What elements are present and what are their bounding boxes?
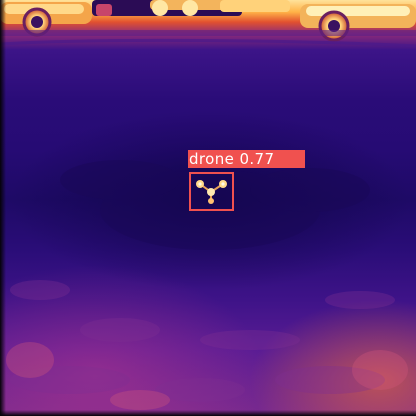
car-middle	[92, 0, 290, 16]
car-right	[300, 4, 416, 42]
frame-edge-bottom	[0, 410, 416, 416]
car-left	[0, 2, 92, 37]
detection-label: drone 0.77	[188, 150, 305, 168]
frame-edge-left	[0, 0, 6, 416]
drone-heat-signature	[196, 180, 227, 204]
parked-cars	[0, 0, 416, 48]
ground-texture	[6, 160, 408, 410]
detection-box	[189, 172, 234, 211]
